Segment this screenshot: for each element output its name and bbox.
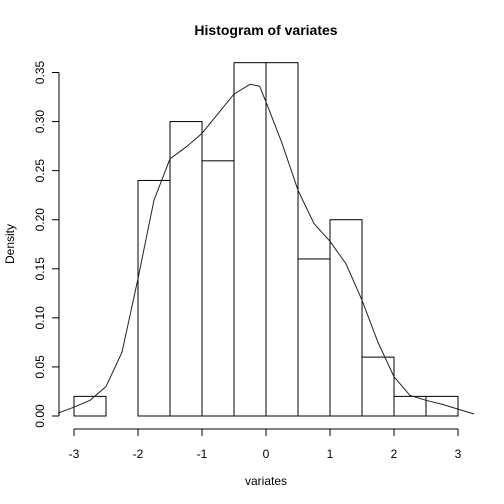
histogram-bar-3 <box>170 122 202 416</box>
y-axis: 0.00 0.05 0.10 0.15 0.20 0.25 0.30 0.35 <box>33 60 59 427</box>
histogram-bar-0 <box>74 396 106 416</box>
x-tick-label: 0 <box>263 447 270 461</box>
x-tick-label: 1 <box>327 447 334 461</box>
y-tick-label: 0.20 <box>33 208 47 232</box>
histogram-bar-11 <box>426 396 458 416</box>
x-tick-label: -1 <box>197 447 208 461</box>
y-axis-label: Density <box>3 224 17 264</box>
y-tick-label: 0.05 <box>33 355 47 379</box>
x-tick-label: 3 <box>455 447 462 461</box>
histogram-bar-7 <box>298 259 330 416</box>
y-tick-label: 0.00 <box>33 404 47 428</box>
x-axis: -3 -2 -1 0 1 2 3 <box>69 429 462 461</box>
x-tick-label: 2 <box>391 447 398 461</box>
chart-title: Histogram of variates <box>194 22 337 38</box>
histogram-bar-8 <box>330 220 362 416</box>
y-tick-label: 0.30 <box>33 110 47 134</box>
histogram-bar-4 <box>202 161 234 416</box>
x-tick-label: -2 <box>133 447 144 461</box>
histogram-bar-2 <box>138 180 170 416</box>
y-tick-label: 0.35 <box>33 60 47 84</box>
x-axis-label: variates <box>245 474 287 488</box>
x-tick-label: -3 <box>69 447 80 461</box>
y-tick-label: 0.15 <box>33 257 47 281</box>
histogram-bars <box>74 63 458 416</box>
y-tick-label: 0.25 <box>33 159 47 183</box>
y-tick-label: 0.10 <box>33 306 47 330</box>
histogram-bar-5 <box>234 63 266 416</box>
